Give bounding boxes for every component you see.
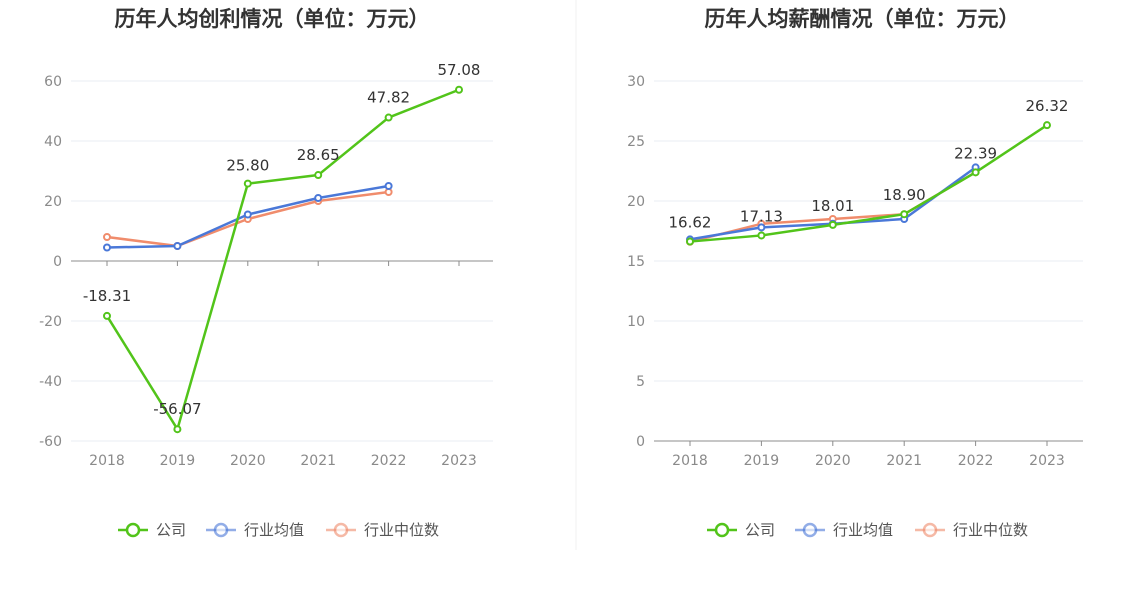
data-label: 25.80 bbox=[226, 157, 269, 175]
legend-marker bbox=[125, 522, 141, 538]
data-point bbox=[314, 171, 323, 180]
y-tick-label: 30 bbox=[627, 74, 645, 90]
data-point bbox=[971, 168, 980, 177]
data-label: 28.65 bbox=[297, 146, 340, 164]
data-label: 57.08 bbox=[438, 61, 481, 79]
data-label: 18.90 bbox=[883, 186, 926, 204]
legend-label: 公司 bbox=[745, 521, 775, 539]
data-point bbox=[384, 182, 393, 190]
legend-marker bbox=[213, 522, 229, 538]
data-label: -18.31 bbox=[83, 287, 131, 305]
legend-item-2: 行业中位数 bbox=[915, 521, 1028, 539]
x-tick-label: 2023 bbox=[441, 453, 477, 469]
data-point bbox=[103, 243, 111, 252]
y-tick-label: -40 bbox=[39, 374, 62, 390]
data-point bbox=[900, 210, 909, 219]
chart-title: 历年人均创利情况（单位：万元） bbox=[115, 7, 430, 31]
y-tick-label: 10 bbox=[627, 314, 645, 330]
x-tick-label: 2020 bbox=[815, 453, 851, 469]
legend-label: 行业均值 bbox=[833, 521, 893, 539]
data-point bbox=[173, 242, 182, 250]
y-tick-label: 20 bbox=[627, 194, 645, 210]
legend-marker bbox=[802, 522, 818, 538]
salary-per-capita-chart: 历年人均薪酬情况（单位：万元） 30 25 20 15 10 5 0 2018 2019 2020 2… bbox=[627, 7, 1083, 539]
data-label: 16.62 bbox=[669, 214, 712, 232]
legend-label: 行业均值 bbox=[244, 521, 304, 539]
legend-label: 行业中位数 bbox=[364, 521, 439, 539]
legend-item-2: 行业中位数 bbox=[326, 521, 439, 539]
legend-item-1: 行业均值 bbox=[206, 521, 304, 539]
y-tick-label: 20 bbox=[44, 194, 62, 210]
x-tick-label: 2019 bbox=[160, 453, 196, 469]
series-line-0 bbox=[689, 124, 1048, 243]
x-tick-label: 2019 bbox=[744, 453, 780, 469]
y-tick-label: -60 bbox=[39, 434, 62, 450]
legend-item-1: 行业均值 bbox=[795, 521, 893, 539]
data-label: 18.01 bbox=[811, 197, 854, 215]
x-tick-label: 2022 bbox=[371, 453, 407, 469]
x-tick-label: 2018 bbox=[672, 453, 708, 469]
data-point bbox=[243, 210, 252, 219]
legend-label: 行业中位数 bbox=[953, 521, 1028, 539]
series-line-0 bbox=[105, 88, 460, 431]
data-point bbox=[686, 237, 694, 246]
data-point bbox=[384, 113, 393, 122]
y-tick-label: 0 bbox=[636, 434, 645, 450]
data-label: 26.32 bbox=[1026, 97, 1069, 115]
data-point bbox=[828, 220, 837, 229]
y-tick-label: 15 bbox=[627, 254, 645, 270]
y-tick-label: 40 bbox=[44, 134, 62, 150]
data-point bbox=[1043, 121, 1051, 130]
x-tick-label: 2022 bbox=[958, 453, 994, 469]
y-tick-label: 60 bbox=[44, 74, 62, 90]
y-tick-label: -20 bbox=[39, 314, 62, 330]
data-point bbox=[314, 194, 323, 202]
data-point bbox=[173, 425, 182, 434]
x-tick-label: 2020 bbox=[230, 453, 266, 469]
y-tick-label: 0 bbox=[53, 254, 62, 270]
data-label: 17.13 bbox=[740, 207, 783, 225]
chart-title: 历年人均薪酬情况（单位：万元） bbox=[705, 7, 1020, 31]
data-point bbox=[103, 233, 111, 241]
profit-per-capita-chart: 历年人均创利情况（单位：万元） 60 40 20 0 -20 -40 -60 2018 2019 2… bbox=[39, 7, 493, 539]
x-tick-label: 2023 bbox=[1029, 453, 1065, 469]
legend-marker bbox=[714, 522, 730, 538]
legend-item-0: 公司 bbox=[118, 521, 186, 539]
legend-marker bbox=[922, 522, 938, 538]
data-point bbox=[455, 85, 463, 94]
x-tick-label: 2021 bbox=[300, 453, 336, 469]
legend-item-0: 公司 bbox=[707, 521, 775, 539]
data-label: -56.07 bbox=[153, 400, 201, 418]
legend-label: 公司 bbox=[156, 521, 186, 539]
data-label: 47.82 bbox=[367, 89, 410, 107]
data-point bbox=[757, 231, 766, 240]
x-tick-label: 2021 bbox=[886, 453, 922, 469]
data-point bbox=[243, 179, 252, 188]
x-tick-label: 2018 bbox=[89, 453, 125, 469]
data-point bbox=[757, 223, 766, 232]
legend-marker bbox=[333, 522, 349, 538]
y-tick-label: 5 bbox=[636, 374, 645, 390]
y-tick-label: 25 bbox=[627, 134, 645, 150]
data-label: 22.39 bbox=[954, 144, 997, 162]
data-point bbox=[103, 311, 111, 320]
